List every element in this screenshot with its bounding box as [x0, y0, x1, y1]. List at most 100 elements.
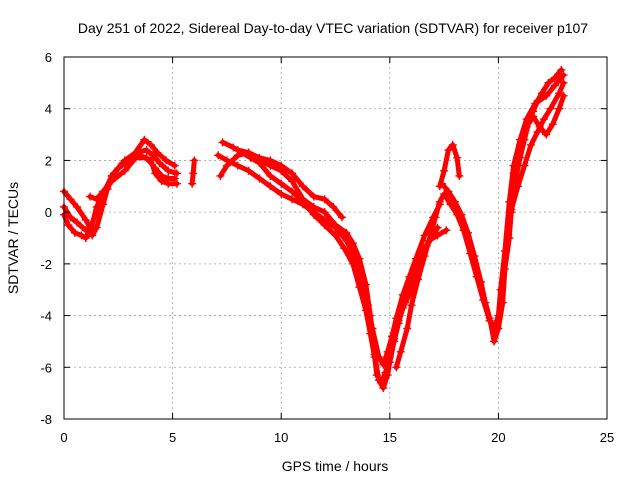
data-point [277, 161, 286, 170]
y-tick-label: -6 [40, 360, 52, 375]
data-point [542, 91, 551, 100]
data-point [266, 182, 275, 191]
data-point [255, 174, 264, 183]
data-point [190, 156, 199, 165]
data-point [320, 195, 329, 204]
y-tick-label: 2 [45, 153, 52, 168]
data-point [81, 234, 90, 242]
data-point [288, 169, 297, 178]
series-arc-13 [507, 65, 566, 217]
data-point [529, 112, 538, 121]
data-point [92, 202, 101, 211]
y-tick-label: -8 [40, 412, 52, 427]
series-arc-10 [392, 71, 568, 372]
data-point [457, 210, 466, 219]
data-point [218, 138, 227, 147]
data-point [66, 195, 75, 204]
data-point [550, 81, 559, 90]
data-point [151, 164, 160, 173]
series-arc-8 [214, 151, 444, 369]
data-point [381, 368, 390, 377]
data-point [233, 161, 242, 170]
series-line [215, 152, 443, 368]
data-point [405, 272, 414, 281]
data-point [379, 383, 388, 392]
x-tick-label: 15 [383, 430, 397, 445]
data-point [533, 96, 542, 105]
data-point [189, 169, 198, 178]
y-tick-label: 0 [45, 205, 52, 220]
x-tick-label: 0 [60, 430, 67, 445]
data-point [559, 71, 568, 80]
data-point [331, 231, 340, 240]
data-point [414, 275, 423, 284]
data-point [509, 169, 518, 178]
plot-frame [63, 56, 608, 420]
data-point [342, 228, 351, 237]
data-point [120, 166, 129, 175]
data-point [309, 208, 318, 217]
data-point [298, 200, 307, 209]
data-point [477, 277, 486, 286]
data-point [533, 127, 542, 136]
data-point [331, 223, 340, 232]
x-tick-label: 5 [169, 430, 176, 445]
data-point [164, 166, 173, 175]
data-point [440, 190, 449, 199]
data-point [383, 347, 392, 356]
data-point [244, 166, 253, 175]
data-point [172, 179, 181, 188]
data-point [444, 146, 453, 155]
y-tick-labels: -8 -6 -4 -2 0 2 4 6 [40, 50, 52, 427]
data-point [420, 252, 429, 261]
data-point [142, 146, 151, 155]
data-point [463, 228, 472, 237]
data-point [229, 143, 238, 152]
y-tick-label: -4 [40, 309, 52, 324]
data-point [86, 192, 95, 201]
data-point [329, 202, 338, 211]
chart-title: Day 251 of 2022, Sidereal Day-to-day VTE… [78, 20, 588, 36]
data-point [244, 148, 253, 157]
data-point [420, 231, 429, 240]
data-point [490, 337, 499, 346]
data-point [66, 213, 75, 222]
data-point [377, 378, 386, 387]
series-arc-14 [509, 91, 568, 178]
data-point [455, 171, 464, 180]
data-point [162, 156, 171, 165]
data-point [266, 156, 275, 165]
data-point [298, 182, 307, 191]
data-point [277, 190, 286, 199]
data-point [431, 213, 440, 222]
x-tick-label: 25 [600, 430, 614, 445]
data-point [392, 314, 401, 323]
x-axis-label: GPS time / hours [282, 458, 389, 474]
data-point [526, 140, 535, 149]
data-point [288, 195, 297, 204]
data-point [357, 275, 366, 284]
data-point [557, 65, 566, 74]
data-point [559, 91, 568, 100]
data-point [542, 130, 551, 139]
y-tick-label: 4 [45, 102, 52, 117]
data-point [118, 159, 127, 168]
data-point [320, 215, 329, 224]
data-point [320, 208, 329, 217]
data-point [442, 226, 451, 235]
data-point [368, 324, 377, 333]
y-tick-label: 6 [45, 50, 52, 65]
data-point [214, 151, 223, 160]
x-tick-label: 20 [491, 430, 505, 445]
data-point [342, 236, 351, 245]
data-point [505, 234, 514, 242]
data-point [440, 166, 449, 175]
data-point [507, 208, 516, 217]
data-point [73, 218, 82, 227]
data-point [379, 360, 388, 369]
data-point [485, 314, 494, 323]
data-point [544, 78, 553, 87]
data-point [364, 301, 373, 310]
data-point [498, 298, 507, 307]
